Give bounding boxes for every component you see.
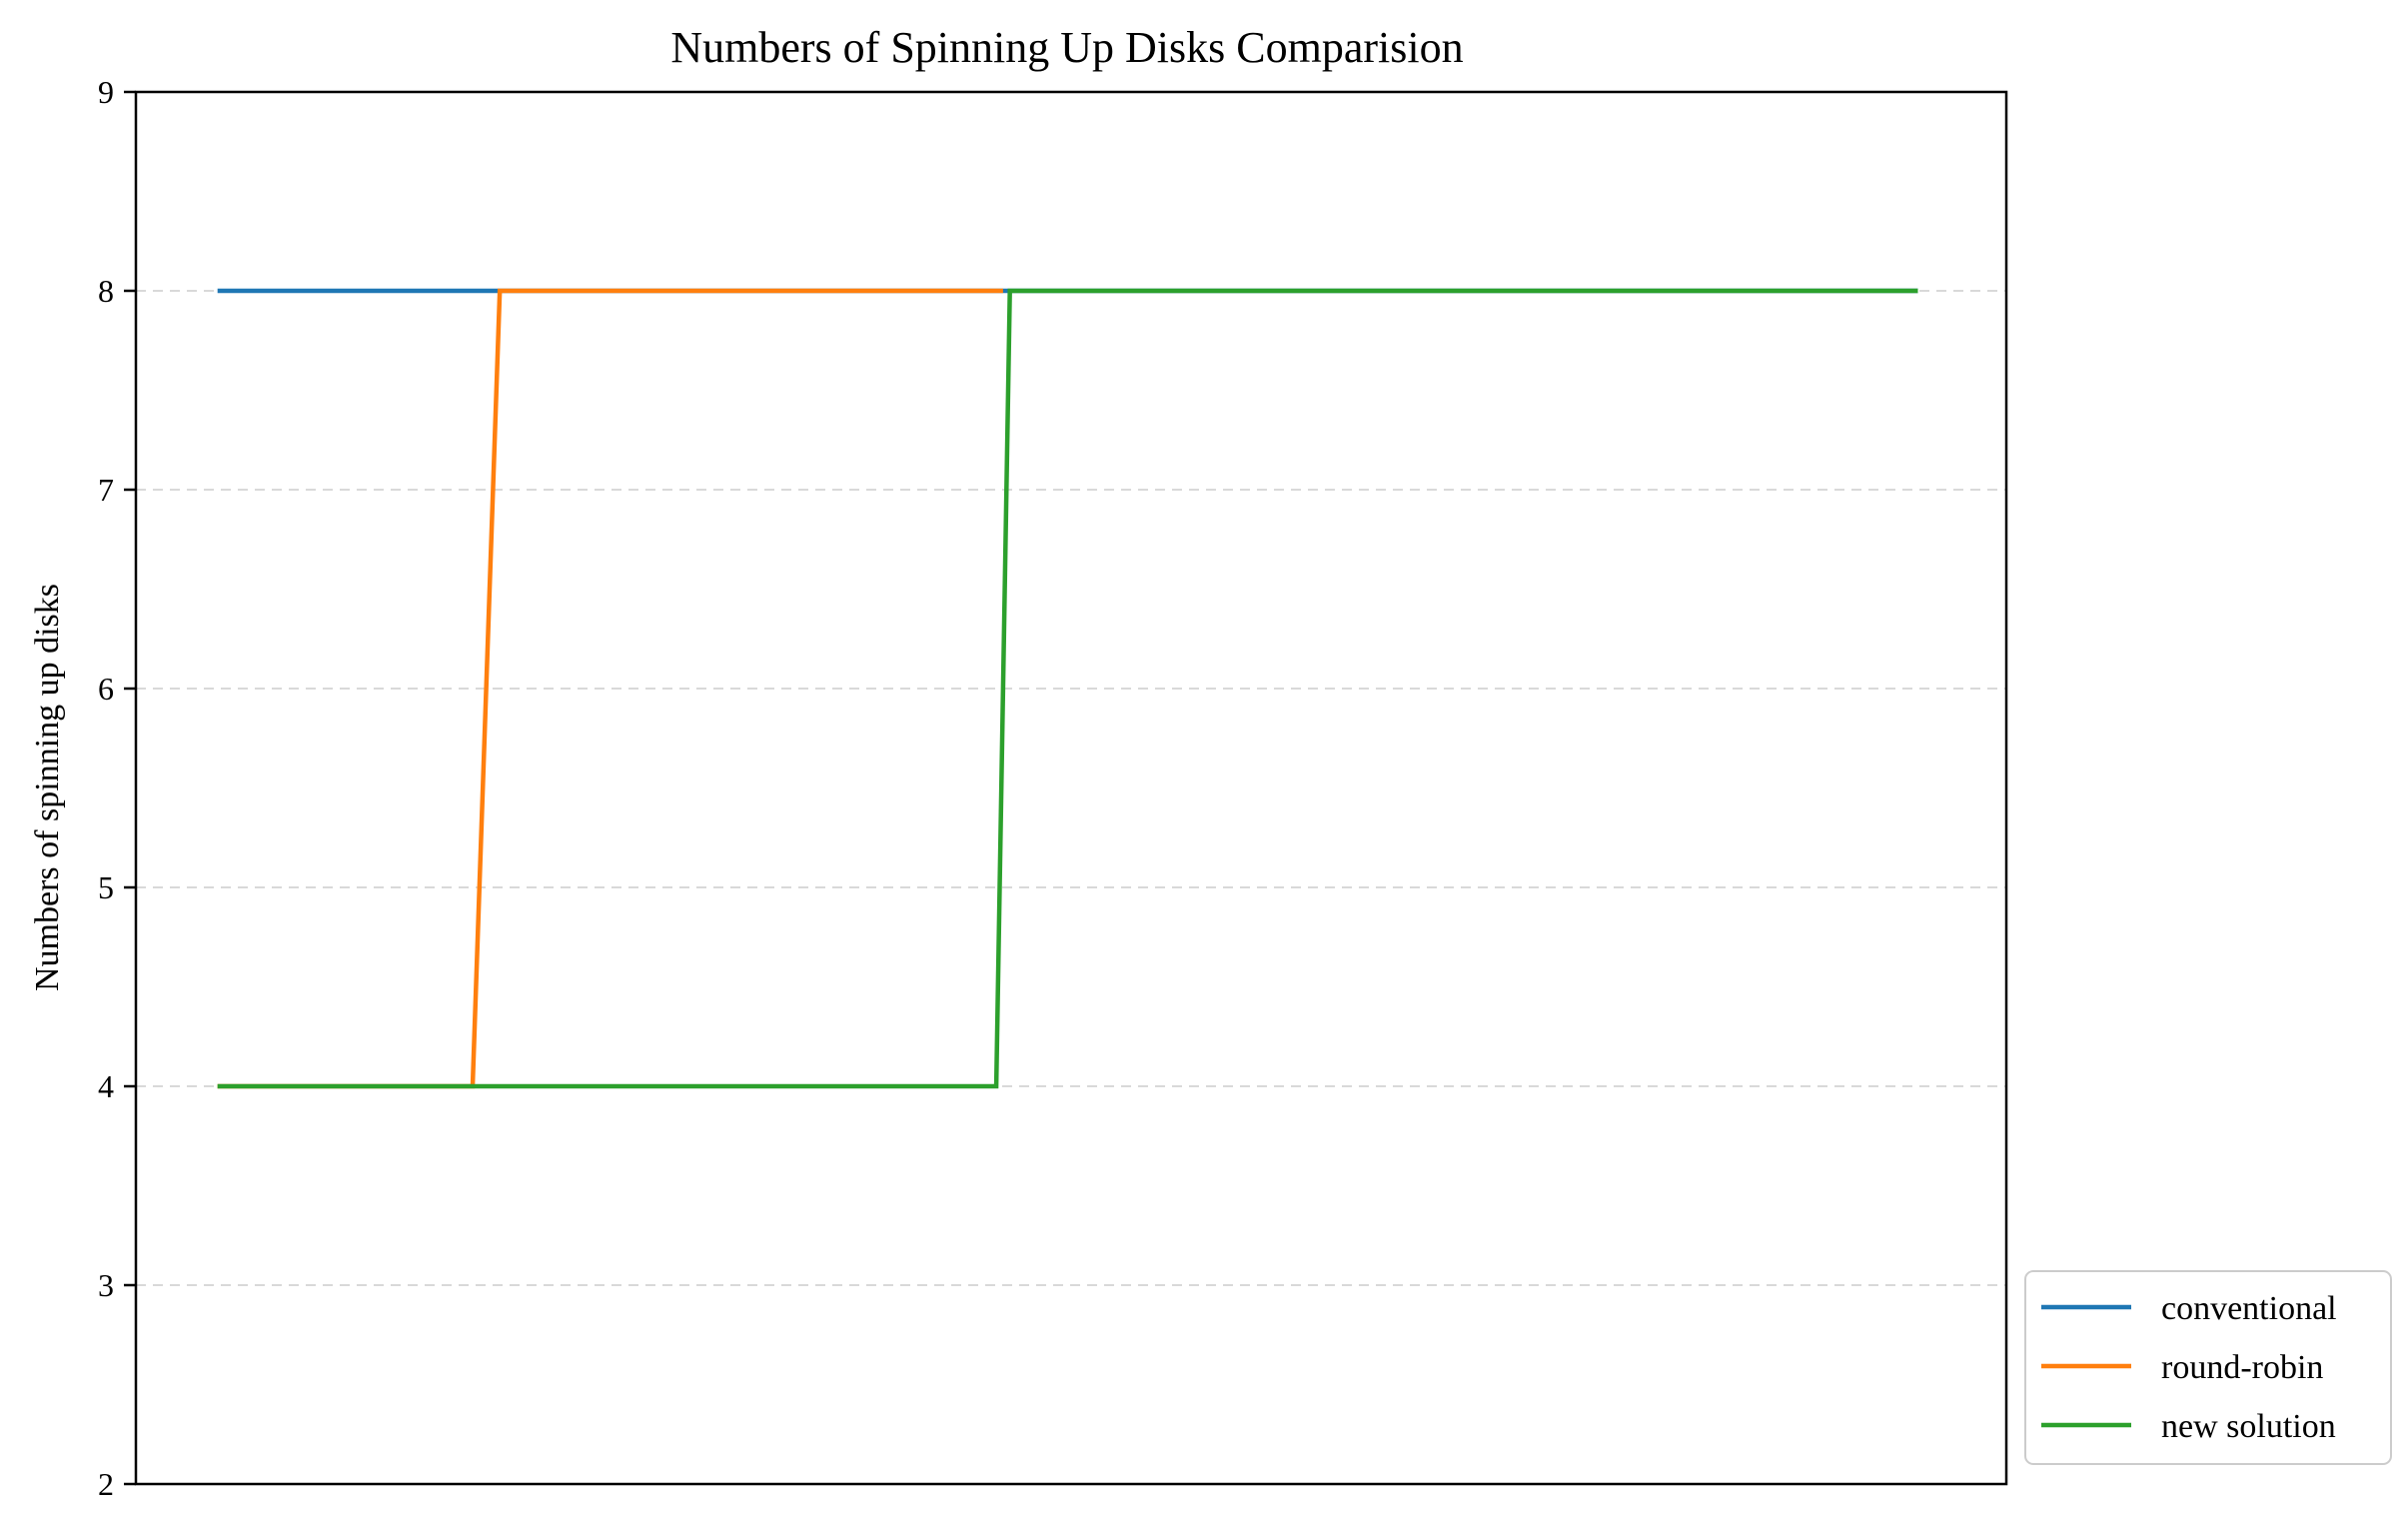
y-tick-label: 7: [98, 472, 114, 508]
series-line: [217, 288, 1918, 1089]
grid-lines: [136, 290, 2006, 1286]
legend: conventional round-robin new solution: [2024, 1270, 2392, 1465]
y-tick-label: 6: [98, 671, 114, 707]
y-axis-label: Numbers of spinning up disks: [29, 584, 66, 991]
y-axis-ticks: 2 3 4 5 6 7 8 9: [98, 74, 136, 1502]
y-tick-label: 8: [98, 273, 114, 309]
legend-label: conventional: [2161, 1290, 2337, 1327]
legend-label: round-robin: [2161, 1349, 2323, 1386]
y-tick-label: 2: [98, 1466, 114, 1502]
y-tick-label: 3: [98, 1267, 114, 1303]
y-tick-label: 5: [98, 869, 114, 905]
legend-frame: [2024, 1270, 2392, 1465]
y-tick-label: 9: [98, 74, 114, 110]
series-lines: [217, 288, 1918, 1089]
legend-label: new solution: [2161, 1408, 2336, 1445]
chart-title: Numbers of Spinning Up Disks Comparision: [670, 23, 1463, 72]
plot-frame: [134, 90, 2008, 1486]
y-tick-label: 4: [98, 1068, 114, 1104]
